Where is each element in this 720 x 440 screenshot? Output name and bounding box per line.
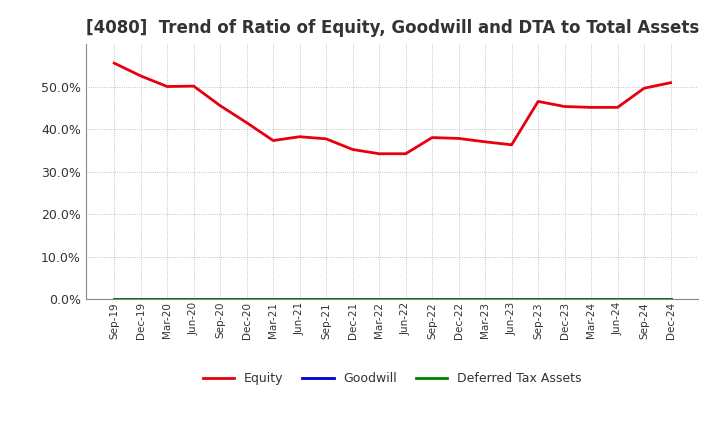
- Equity: [587, 105, 595, 110]
- Deferred Tax Assets: [481, 297, 490, 302]
- Goodwill: [243, 297, 251, 302]
- Equity: [136, 73, 145, 78]
- Goodwill: [136, 297, 145, 302]
- Goodwill: [613, 297, 622, 302]
- Deferred Tax Assets: [428, 297, 436, 302]
- Line: Equity: Equity: [114, 63, 670, 154]
- Deferred Tax Assets: [163, 297, 171, 302]
- Deferred Tax Assets: [534, 297, 542, 302]
- Goodwill: [163, 297, 171, 302]
- Equity: [375, 151, 384, 156]
- Deferred Tax Assets: [560, 297, 569, 302]
- Equity: [560, 104, 569, 109]
- Goodwill: [587, 297, 595, 302]
- Goodwill: [189, 297, 198, 302]
- Deferred Tax Assets: [216, 297, 225, 302]
- Equity: [269, 138, 277, 143]
- Deferred Tax Assets: [454, 297, 463, 302]
- Equity: [640, 86, 649, 91]
- Equity: [216, 103, 225, 108]
- Deferred Tax Assets: [269, 297, 277, 302]
- Equity: [163, 84, 171, 89]
- Deferred Tax Assets: [613, 297, 622, 302]
- Goodwill: [454, 297, 463, 302]
- Deferred Tax Assets: [587, 297, 595, 302]
- Goodwill: [508, 297, 516, 302]
- Deferred Tax Assets: [375, 297, 384, 302]
- Goodwill: [348, 297, 357, 302]
- Equity: [534, 99, 542, 104]
- Deferred Tax Assets: [189, 297, 198, 302]
- Equity: [189, 84, 198, 89]
- Goodwill: [640, 297, 649, 302]
- Goodwill: [269, 297, 277, 302]
- Goodwill: [110, 297, 119, 302]
- Goodwill: [375, 297, 384, 302]
- Equity: [613, 105, 622, 110]
- Deferred Tax Assets: [295, 297, 304, 302]
- Equity: [348, 147, 357, 152]
- Equity: [666, 80, 675, 85]
- Equity: [508, 142, 516, 147]
- Goodwill: [295, 297, 304, 302]
- Deferred Tax Assets: [348, 297, 357, 302]
- Goodwill: [401, 297, 410, 302]
- Deferred Tax Assets: [243, 297, 251, 302]
- Equity: [481, 139, 490, 144]
- Equity: [243, 120, 251, 125]
- Deferred Tax Assets: [401, 297, 410, 302]
- Deferred Tax Assets: [110, 297, 119, 302]
- Title: [4080]  Trend of Ratio of Equity, Goodwill and DTA to Total Assets: [4080] Trend of Ratio of Equity, Goodwil…: [86, 19, 699, 37]
- Deferred Tax Assets: [640, 297, 649, 302]
- Goodwill: [216, 297, 225, 302]
- Equity: [295, 134, 304, 139]
- Deferred Tax Assets: [666, 297, 675, 302]
- Goodwill: [666, 297, 675, 302]
- Legend: Equity, Goodwill, Deferred Tax Assets: Equity, Goodwill, Deferred Tax Assets: [198, 367, 587, 390]
- Goodwill: [428, 297, 436, 302]
- Deferred Tax Assets: [508, 297, 516, 302]
- Deferred Tax Assets: [136, 297, 145, 302]
- Goodwill: [322, 297, 330, 302]
- Goodwill: [534, 297, 542, 302]
- Goodwill: [481, 297, 490, 302]
- Goodwill: [560, 297, 569, 302]
- Deferred Tax Assets: [322, 297, 330, 302]
- Equity: [454, 136, 463, 141]
- Equity: [110, 60, 119, 66]
- Equity: [401, 151, 410, 156]
- Equity: [428, 135, 436, 140]
- Equity: [322, 136, 330, 142]
